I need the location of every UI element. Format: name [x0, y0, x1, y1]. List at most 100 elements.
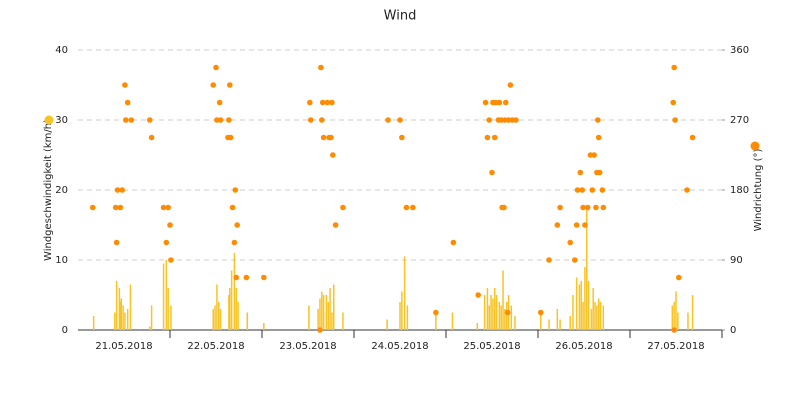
- point: [128, 117, 135, 123]
- x-tick-label: 22.05.2018: [187, 341, 244, 352]
- y-tick-label: 20: [55, 185, 68, 196]
- point: [318, 64, 324, 71]
- bar: [119, 302, 122, 330]
- bar: [572, 295, 574, 330]
- point: [124, 99, 131, 106]
- y2-tick-label: 360: [730, 45, 749, 56]
- point: [501, 204, 507, 211]
- bar: [587, 281, 590, 330]
- point: [307, 117, 314, 123]
- bar: [229, 288, 231, 330]
- point: [119, 187, 125, 193]
- point: [554, 222, 561, 228]
- bar: [498, 302, 501, 330]
- bar: [569, 316, 571, 330]
- point: [672, 117, 678, 123]
- bar: [126, 309, 129, 330]
- point: [226, 117, 232, 123]
- point: [589, 187, 596, 193]
- bar: [322, 295, 325, 330]
- bar: [514, 316, 516, 330]
- y-axis-title: Windgeschwindigkeit (km/h): [43, 119, 54, 261]
- bar: [129, 284, 132, 330]
- point: [684, 187, 690, 193]
- point: [216, 99, 223, 106]
- bar: [214, 305, 216, 330]
- bar: [120, 298, 122, 330]
- point: [595, 117, 601, 123]
- point: [600, 204, 607, 211]
- bar: [329, 288, 331, 330]
- point: [328, 134, 334, 141]
- point: [689, 134, 696, 141]
- bar: [122, 305, 124, 330]
- bar: [582, 302, 584, 330]
- bar: [486, 288, 489, 330]
- point: [213, 64, 219, 71]
- bar: [502, 270, 504, 330]
- bar: [308, 305, 310, 330]
- point: [671, 64, 677, 71]
- point: [572, 257, 578, 263]
- bar: [575, 277, 578, 330]
- point: [261, 274, 267, 281]
- bar: [325, 295, 328, 330]
- point: [307, 99, 313, 106]
- bar: [602, 305, 605, 330]
- bar: [556, 309, 559, 330]
- point: [210, 82, 217, 88]
- point: [399, 134, 405, 141]
- bar: [578, 284, 581, 330]
- point: [513, 117, 519, 123]
- point: [113, 239, 120, 246]
- bar: [399, 302, 401, 330]
- point: [579, 187, 585, 193]
- point: [503, 99, 509, 106]
- bar: [435, 312, 437, 330]
- point: [385, 117, 391, 123]
- point: [324, 99, 331, 106]
- bar: [235, 288, 237, 330]
- x-tick-label: 27.05.2018: [647, 341, 704, 352]
- point: [117, 204, 124, 211]
- bar: [114, 312, 116, 330]
- point: [146, 117, 153, 123]
- bar: [263, 323, 265, 330]
- point: [410, 204, 416, 211]
- point: [593, 204, 599, 211]
- point: [580, 204, 586, 211]
- point: [573, 222, 580, 228]
- bar: [92, 316, 95, 330]
- bar: [592, 288, 594, 330]
- x-tick-label: 23.05.2018: [279, 341, 336, 352]
- y2-tick-label: 270: [730, 115, 749, 126]
- bar: [504, 309, 506, 330]
- point: [227, 134, 234, 141]
- point: [231, 239, 238, 246]
- point: [596, 169, 603, 176]
- bar: [488, 305, 490, 330]
- bar: [233, 253, 236, 330]
- point: [332, 222, 339, 228]
- bar: [691, 295, 694, 330]
- point: [491, 134, 498, 141]
- point: [484, 134, 491, 141]
- point: [591, 152, 597, 158]
- point: [319, 117, 325, 123]
- bar: [406, 305, 409, 330]
- point: [329, 99, 335, 106]
- bar: [673, 302, 675, 330]
- point: [217, 117, 224, 123]
- point: [234, 222, 240, 228]
- point: [122, 82, 128, 88]
- bar: [333, 284, 335, 330]
- point: [574, 187, 581, 193]
- point: [165, 204, 171, 211]
- bar: [115, 281, 118, 330]
- bar: [216, 284, 218, 330]
- bar: [490, 295, 492, 330]
- point: [670, 99, 677, 106]
- point: [112, 204, 119, 211]
- bar: [219, 309, 222, 330]
